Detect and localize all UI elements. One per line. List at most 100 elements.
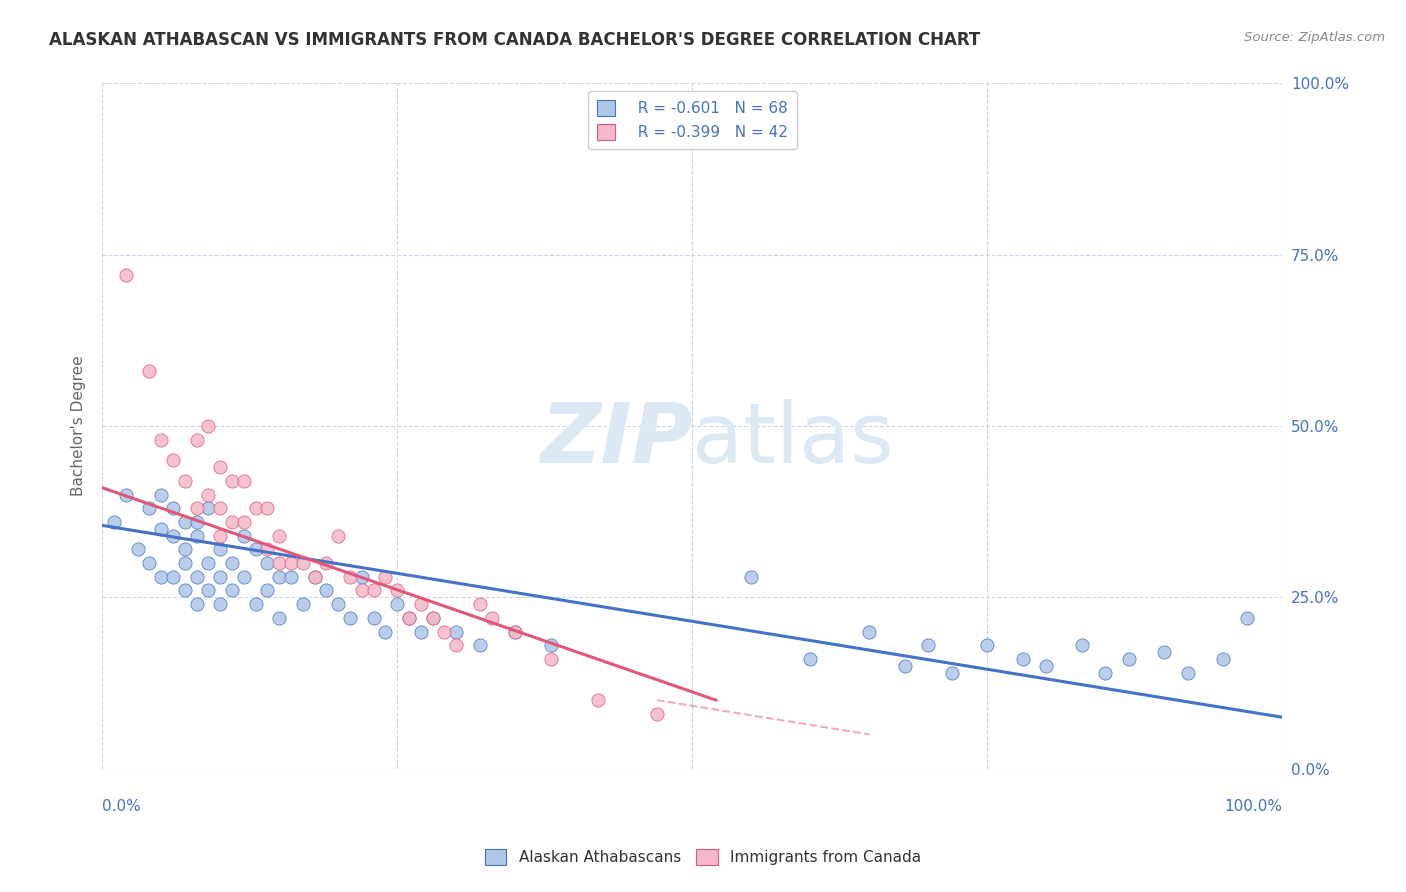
Text: Source: ZipAtlas.com: Source: ZipAtlas.com bbox=[1244, 31, 1385, 45]
Point bbox=[245, 501, 267, 516]
Point bbox=[162, 501, 184, 516]
Point bbox=[256, 556, 278, 570]
Point bbox=[409, 624, 432, 639]
Point bbox=[1094, 665, 1116, 680]
Point bbox=[209, 460, 232, 475]
Point bbox=[446, 638, 468, 652]
Point bbox=[363, 583, 385, 598]
Point bbox=[433, 624, 456, 639]
Text: 100.0%: 100.0% bbox=[1225, 799, 1282, 814]
Point bbox=[221, 515, 243, 529]
Point bbox=[740, 570, 762, 584]
Point bbox=[446, 624, 468, 639]
Point bbox=[374, 624, 396, 639]
Point bbox=[858, 624, 880, 639]
Point bbox=[1212, 652, 1234, 666]
Text: ALASKAN ATHABASCAN VS IMMIGRANTS FROM CANADA BACHELOR'S DEGREE CORRELATION CHART: ALASKAN ATHABASCAN VS IMMIGRANTS FROM CA… bbox=[49, 31, 980, 49]
Point bbox=[917, 638, 939, 652]
Point bbox=[1118, 652, 1140, 666]
Point bbox=[387, 583, 409, 598]
Point bbox=[1011, 652, 1033, 666]
Point bbox=[232, 474, 254, 488]
Point bbox=[468, 597, 491, 611]
Point bbox=[150, 433, 173, 447]
Point bbox=[1153, 645, 1175, 659]
Point bbox=[280, 570, 302, 584]
Text: ZIP: ZIP bbox=[540, 400, 692, 480]
Text: 0.0%: 0.0% bbox=[103, 799, 141, 814]
Point bbox=[350, 583, 373, 598]
Text: atlas: atlas bbox=[692, 400, 894, 480]
Point bbox=[173, 556, 195, 570]
Point bbox=[339, 611, 361, 625]
Point bbox=[291, 556, 314, 570]
Point bbox=[505, 624, 527, 639]
Point bbox=[232, 529, 254, 543]
Point bbox=[162, 453, 184, 467]
Point bbox=[256, 501, 278, 516]
Point bbox=[114, 268, 136, 283]
Point bbox=[186, 597, 208, 611]
Point bbox=[269, 529, 291, 543]
Point bbox=[150, 487, 173, 501]
Point bbox=[481, 611, 503, 625]
Legend: Alaskan Athabascans, Immigrants from Canada: Alaskan Athabascans, Immigrants from Can… bbox=[479, 843, 927, 871]
Point bbox=[209, 501, 232, 516]
Point bbox=[387, 597, 409, 611]
Point bbox=[645, 706, 668, 721]
Point bbox=[540, 652, 562, 666]
Point bbox=[150, 522, 173, 536]
Point bbox=[280, 556, 302, 570]
Point bbox=[150, 570, 173, 584]
Point bbox=[173, 583, 195, 598]
Point bbox=[894, 658, 917, 673]
Point bbox=[221, 556, 243, 570]
Point bbox=[315, 583, 337, 598]
Point bbox=[374, 570, 396, 584]
Point bbox=[398, 611, 420, 625]
Point bbox=[232, 515, 254, 529]
Point bbox=[127, 542, 149, 557]
Point bbox=[256, 583, 278, 598]
Point bbox=[221, 583, 243, 598]
Point bbox=[409, 597, 432, 611]
Point bbox=[1236, 611, 1258, 625]
Point bbox=[976, 638, 998, 652]
Point bbox=[540, 638, 562, 652]
Point bbox=[328, 529, 350, 543]
Point bbox=[363, 611, 385, 625]
Point bbox=[221, 474, 243, 488]
Point bbox=[138, 556, 160, 570]
Point bbox=[505, 624, 527, 639]
Point bbox=[269, 570, 291, 584]
Point bbox=[339, 570, 361, 584]
Point bbox=[291, 597, 314, 611]
Y-axis label: Bachelor's Degree: Bachelor's Degree bbox=[72, 356, 86, 496]
Point bbox=[304, 570, 326, 584]
Point bbox=[173, 542, 195, 557]
Point bbox=[138, 364, 160, 378]
Point bbox=[197, 487, 219, 501]
Point bbox=[209, 529, 232, 543]
Point bbox=[398, 611, 420, 625]
Point bbox=[799, 652, 821, 666]
Point bbox=[1035, 658, 1057, 673]
Point bbox=[232, 570, 254, 584]
Point bbox=[186, 529, 208, 543]
Point bbox=[256, 542, 278, 557]
Point bbox=[245, 542, 267, 557]
Point bbox=[103, 515, 125, 529]
Point bbox=[173, 474, 195, 488]
Point bbox=[315, 556, 337, 570]
Point bbox=[114, 487, 136, 501]
Point bbox=[162, 529, 184, 543]
Point bbox=[422, 611, 444, 625]
Point bbox=[941, 665, 963, 680]
Point bbox=[209, 597, 232, 611]
Point bbox=[1070, 638, 1092, 652]
Point bbox=[269, 556, 291, 570]
Point bbox=[197, 583, 219, 598]
Point bbox=[197, 419, 219, 434]
Point bbox=[1177, 665, 1199, 680]
Point bbox=[209, 542, 232, 557]
